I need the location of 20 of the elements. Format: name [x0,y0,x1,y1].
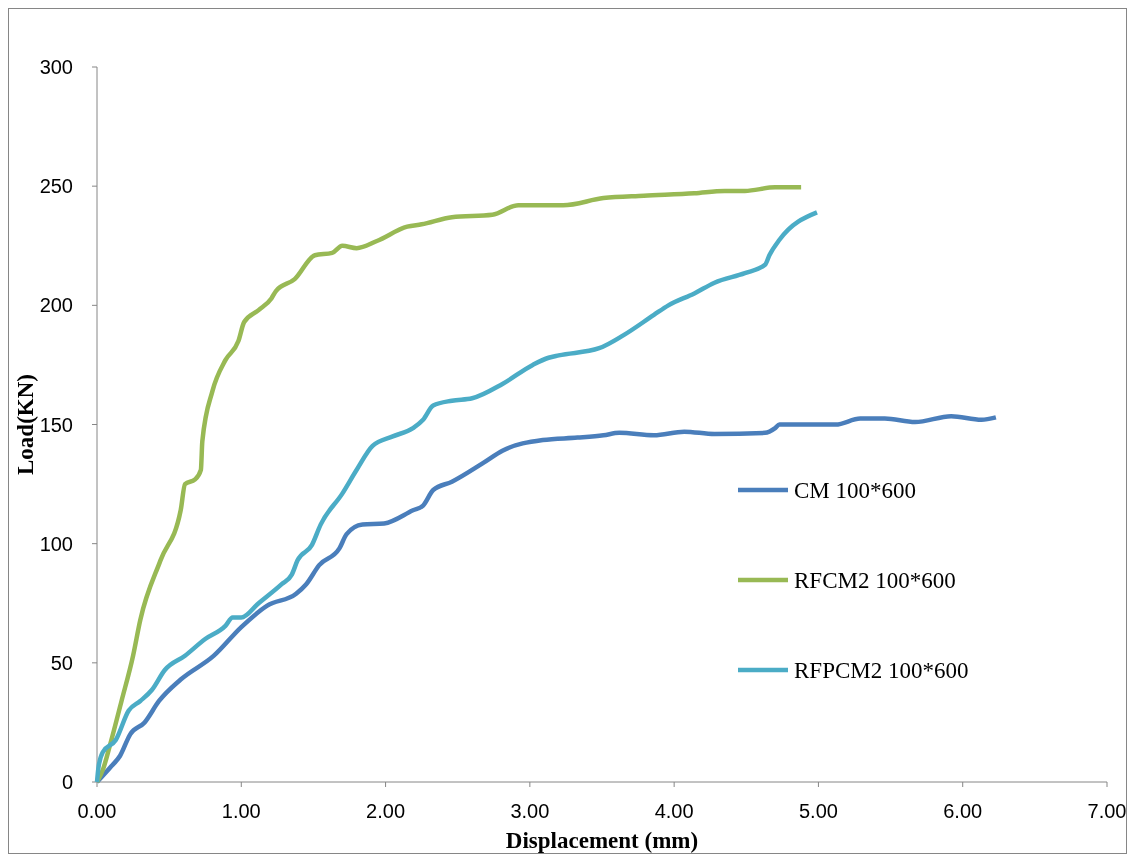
x-tick-label: 4.00 [654,800,694,822]
x-axis-title: Displacement (mm) [505,828,699,853]
y-tick-label: 0 [61,771,73,793]
x-tick-label: 3.00 [510,800,550,822]
y-tick-label: 50 [50,651,73,674]
x-tick-label: 5.00 [798,800,838,822]
x-tick-label: 6.00 [943,800,983,822]
y-tick-label: 250 [39,175,73,198]
x-tick-label: 1.00 [221,800,261,822]
y-axis-title: Load(KN) [13,374,38,475]
x-tick-label: 0.00 [77,800,117,822]
x-tick-label: 7.00 [1087,800,1127,822]
y-tick-label: 200 [39,294,73,317]
legend-label: RFCM2 100*600 [794,568,956,594]
y-tick-label: 100 [39,532,73,555]
y-tick-label: 150 [39,413,73,436]
y-tick-label: 300 [39,56,73,78]
legend-label: CM 100*600 [794,478,917,504]
x-tick-label: 2.00 [366,800,406,822]
legend-label: RFPCM2 100*600 [794,658,969,684]
